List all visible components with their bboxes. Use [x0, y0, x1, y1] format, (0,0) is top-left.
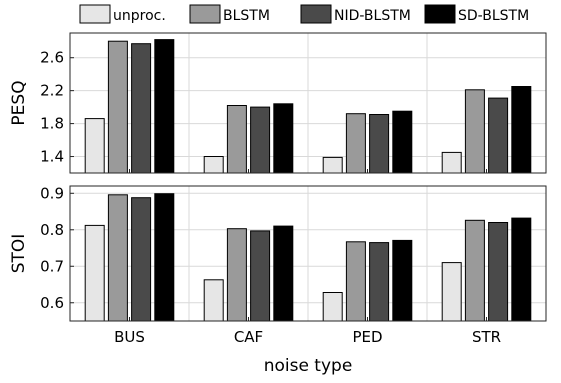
legend-label: BLSTM [223, 8, 270, 24]
bar-0-0-0 [84, 118, 105, 174]
y-axis-label: STOI [9, 234, 29, 274]
y-tick-label: 2.2 [40, 82, 64, 100]
bar-1-3-3 [511, 217, 532, 322]
bar-1-1-2 [345, 241, 366, 322]
bar-1-3-0 [154, 193, 175, 322]
bar-1-1-0 [107, 194, 128, 322]
bar-0-1-3 [464, 89, 485, 174]
bar-1-0-0 [84, 224, 105, 322]
bar-0-2-3 [488, 97, 509, 174]
bar-1-2-0 [131, 197, 152, 322]
legend-swatch-3 [424, 4, 456, 24]
y-tick-label: 0.9 [40, 184, 64, 202]
bar-0-3-3 [511, 86, 532, 174]
bar-1-2-1 [250, 230, 271, 322]
bar-0-0-2 [322, 156, 343, 174]
bar-1-0-3 [441, 262, 462, 322]
bar-0-2-2 [369, 114, 390, 174]
bar-0-1-1 [226, 105, 247, 174]
bar-1-2-2 [369, 242, 390, 322]
bar-0-3-0 [154, 39, 175, 174]
legend-label: NID-BLSTM [334, 8, 411, 24]
bar-0-3-1 [273, 103, 294, 174]
y-tick-label: 0.7 [40, 257, 64, 275]
bar-1-2-3 [488, 222, 509, 322]
y-tick-label: 1.4 [40, 148, 64, 166]
x-axis-label: noise type [264, 356, 353, 376]
plot-frame [69, 185, 547, 322]
bar-1-0-1 [203, 279, 224, 322]
y-tick-label: 1.8 [40, 115, 64, 133]
legend-label: unproc. [113, 8, 166, 24]
x-tick-label: CAF [234, 328, 263, 346]
x-tick-label: STR [472, 328, 501, 346]
y-tick-label: 2.6 [40, 49, 64, 67]
bar-0-2-1 [250, 106, 271, 174]
bar-0-3-2 [392, 110, 413, 174]
plot-frame [69, 32, 547, 174]
bar-0-0-1 [203, 156, 224, 174]
bar-1-0-2 [322, 292, 343, 322]
legend-swatch-0 [79, 4, 111, 24]
bar-0-1-0 [107, 40, 128, 174]
y-axis-label: PESQ [9, 80, 29, 125]
legend-swatch-1 [189, 4, 221, 24]
bar-1-1-1 [226, 228, 247, 322]
bar-1-3-1 [273, 225, 294, 322]
legend-label: SD-BLSTM [458, 8, 529, 24]
bar-0-0-3 [441, 151, 462, 174]
bar-0-2-0 [131, 43, 152, 174]
x-tick-label: BUS [114, 328, 145, 346]
bar-1-1-3 [464, 219, 485, 322]
x-tick-label: PED [352, 328, 382, 346]
bar-1-3-2 [392, 239, 413, 322]
y-tick-label: 0.6 [40, 294, 64, 312]
y-tick-label: 0.8 [40, 221, 64, 239]
legend-swatch-2 [300, 4, 332, 24]
bar-0-1-2 [345, 113, 366, 174]
